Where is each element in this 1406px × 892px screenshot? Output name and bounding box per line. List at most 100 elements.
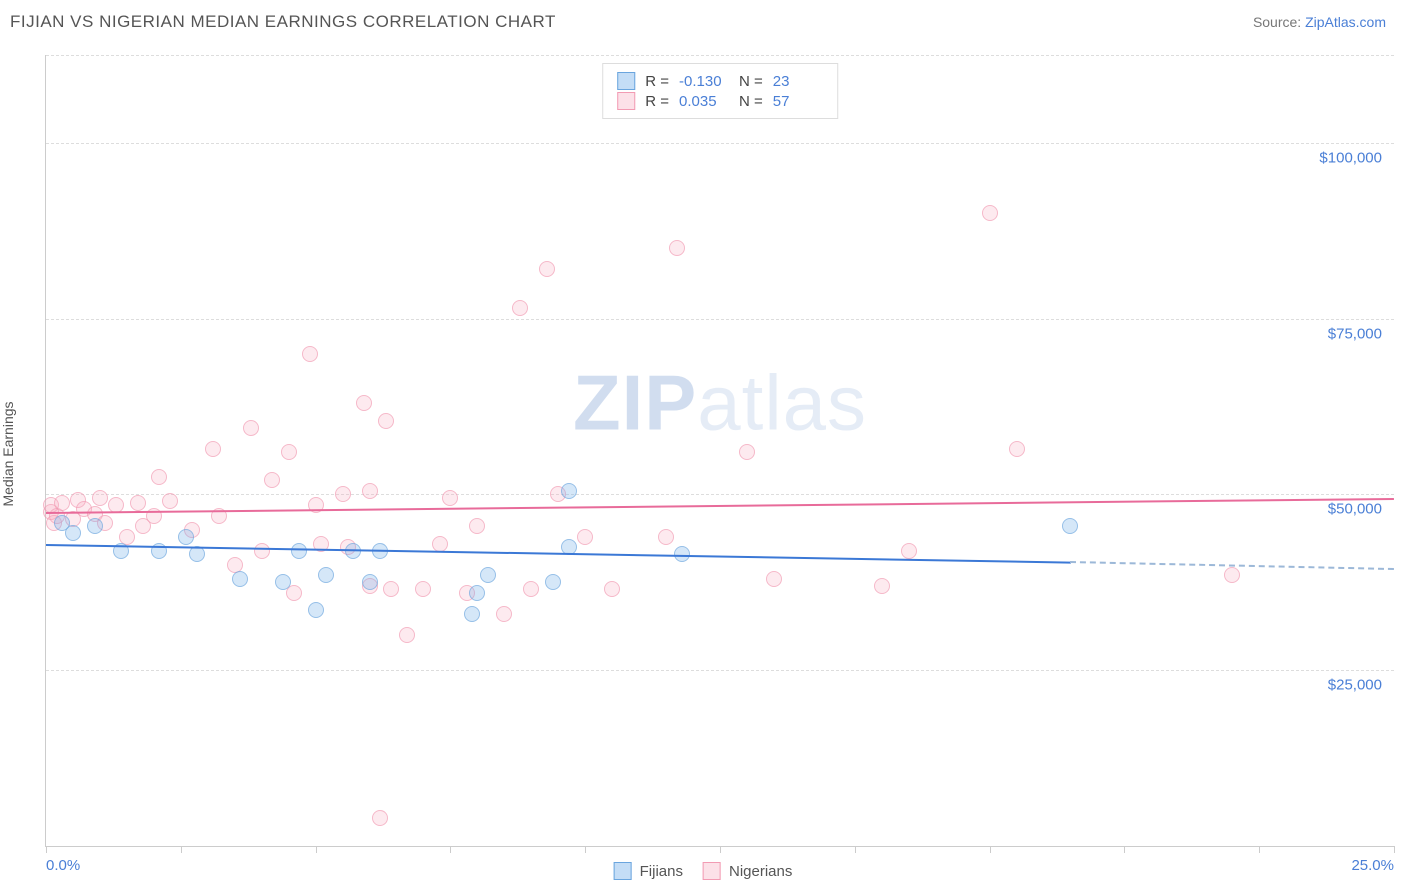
stats-row-fijian: R = -0.130 N = 23	[617, 72, 823, 90]
chart-header: FIJIAN VS NIGERIAN MEDIAN EARNINGS CORRE…	[0, 0, 1406, 40]
scatter-point-nigerian	[432, 536, 448, 552]
x-tick	[720, 846, 721, 853]
scatter-point-nigerian	[669, 240, 685, 256]
scatter-point-nigerian	[415, 581, 431, 597]
r-value: -0.130	[679, 73, 729, 90]
scatter-point-fijian	[308, 602, 324, 618]
scatter-point-fijian	[362, 574, 378, 590]
n-label: N =	[739, 93, 763, 110]
source-prefix: Source:	[1253, 14, 1305, 30]
legend-item-nigerian: Nigerians	[703, 862, 792, 880]
scatter-point-nigerian	[378, 413, 394, 429]
scatter-point-fijian	[480, 567, 496, 583]
scatter-point-nigerian	[243, 420, 259, 436]
scatter-point-nigerian	[362, 483, 378, 499]
scatter-point-nigerian	[469, 518, 485, 534]
scatter-point-nigerian	[874, 578, 890, 594]
scatter-point-nigerian	[264, 472, 280, 488]
scatter-point-nigerian	[54, 495, 70, 511]
scatter-point-fijian	[318, 567, 334, 583]
scatter-point-nigerian	[92, 490, 108, 506]
scatter-point-fijian	[178, 529, 194, 545]
scatter-point-nigerian	[512, 300, 528, 316]
scatter-point-nigerian	[604, 581, 620, 597]
scatter-point-nigerian	[766, 571, 782, 587]
chart-container: ZIPatlas R = -0.130 N = 23 R = 0.035 N =…	[45, 55, 1394, 847]
scatter-point-nigerian	[151, 469, 167, 485]
r-label: R =	[645, 73, 669, 90]
gridline	[46, 143, 1394, 144]
scatter-point-nigerian	[372, 810, 388, 826]
scatter-point-fijian	[275, 574, 291, 590]
scatter-point-nigerian	[356, 395, 372, 411]
trend-line	[46, 498, 1394, 514]
scatter-point-nigerian	[281, 444, 297, 460]
scatter-point-nigerian	[577, 529, 593, 545]
source-attribution: Source: ZipAtlas.com	[1253, 14, 1386, 30]
plot-area: ZIPatlas R = -0.130 N = 23 R = 0.035 N =…	[45, 55, 1394, 847]
scatter-point-fijian	[545, 574, 561, 590]
scatter-point-nigerian	[162, 493, 178, 509]
scatter-point-nigerian	[254, 543, 270, 559]
x-tick	[181, 846, 182, 853]
x-tick	[1124, 846, 1125, 853]
y-tick-label: $75,000	[1328, 325, 1382, 342]
scatter-point-nigerian	[302, 346, 318, 362]
x-tick	[450, 846, 451, 853]
swatch-fijian	[617, 72, 635, 90]
n-label: N =	[739, 73, 763, 90]
scatter-point-nigerian	[739, 444, 755, 460]
x-tick	[316, 846, 317, 853]
legend-label: Fijians	[640, 863, 683, 880]
x-tick	[46, 846, 47, 853]
scatter-point-fijian	[87, 518, 103, 534]
stats-row-nigerian: R = 0.035 N = 57	[617, 92, 823, 110]
legend: Fijians Nigerians	[614, 862, 793, 880]
y-tick-label: $100,000	[1319, 149, 1382, 166]
source-link[interactable]: ZipAtlas.com	[1305, 14, 1386, 30]
scatter-point-nigerian	[205, 441, 221, 457]
scatter-point-nigerian	[901, 543, 917, 559]
scatter-point-nigerian	[1009, 441, 1025, 457]
n-value: 57	[773, 93, 823, 110]
scatter-point-nigerian	[982, 205, 998, 221]
watermark-part1: ZIP	[573, 359, 697, 447]
scatter-point-nigerian	[130, 495, 146, 511]
y-tick-label: $50,000	[1328, 501, 1382, 518]
scatter-point-nigerian	[442, 490, 458, 506]
y-tick-label: $25,000	[1328, 677, 1382, 694]
gridline	[46, 55, 1394, 56]
legend-label: Nigerians	[729, 863, 792, 880]
legend-item-fijian: Fijians	[614, 862, 683, 880]
x-tick	[585, 846, 586, 853]
scatter-point-nigerian	[523, 581, 539, 597]
x-edge-label: 25.0%	[1351, 857, 1394, 874]
scatter-point-fijian	[291, 543, 307, 559]
r-label: R =	[645, 93, 669, 110]
watermark-part2: atlas	[697, 359, 867, 447]
scatter-point-nigerian	[399, 627, 415, 643]
scatter-point-fijian	[464, 606, 480, 622]
watermark: ZIPatlas	[573, 358, 867, 449]
scatter-point-fijian	[469, 585, 485, 601]
stats-box: R = -0.130 N = 23 R = 0.035 N = 57	[602, 63, 838, 119]
scatter-point-fijian	[232, 571, 248, 587]
y-axis-label: Median Earnings	[0, 401, 16, 506]
scatter-point-nigerian	[335, 486, 351, 502]
x-tick	[1259, 846, 1260, 853]
gridline	[46, 494, 1394, 495]
x-tick	[990, 846, 991, 853]
r-value: 0.035	[679, 93, 729, 110]
x-tick	[855, 846, 856, 853]
scatter-point-fijian	[65, 525, 81, 541]
scatter-point-nigerian	[1224, 567, 1240, 583]
scatter-point-fijian	[561, 483, 577, 499]
scatter-point-nigerian	[496, 606, 512, 622]
scatter-point-nigerian	[539, 261, 555, 277]
gridline	[46, 319, 1394, 320]
swatch-nigerian	[617, 92, 635, 110]
n-value: 23	[773, 73, 823, 90]
scatter-point-nigerian	[383, 581, 399, 597]
x-edge-label: 0.0%	[46, 857, 80, 874]
swatch-nigerian	[703, 862, 721, 880]
